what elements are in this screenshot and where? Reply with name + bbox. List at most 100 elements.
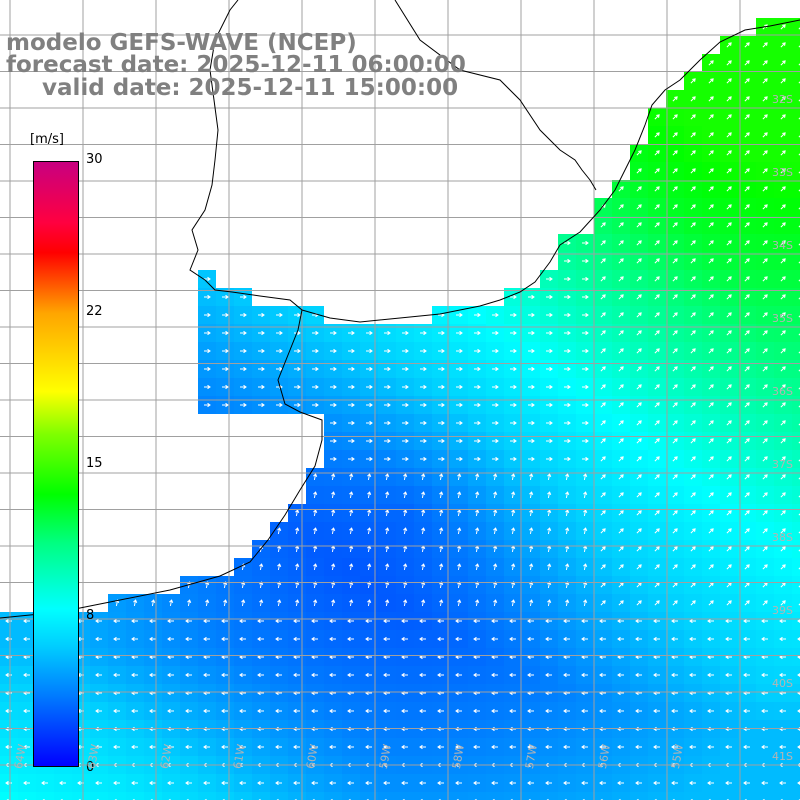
wind-arrow <box>204 276 211 282</box>
wind-arrow <box>313 473 318 481</box>
wind-arrow <box>671 636 678 642</box>
wind-arrow <box>618 420 624 426</box>
wind-arrow <box>618 438 624 444</box>
wind-speed-cell <box>792 342 800 360</box>
wind-arrow <box>438 402 445 408</box>
wind-arrow <box>509 636 516 642</box>
wind-arrow <box>744 402 750 408</box>
wind-arrow <box>95 744 102 750</box>
wind-arrow <box>403 599 408 607</box>
wind-arrow <box>493 527 498 535</box>
latitude-label: 33S <box>772 166 793 179</box>
wind-arrow <box>618 330 624 336</box>
wind-arrow <box>780 132 786 138</box>
wind-arrow <box>313 491 318 499</box>
title-forecast-date: forecast date: 2025-12-11 06:00:00 <box>6 52 466 78</box>
wind-arrow <box>240 312 247 318</box>
wind-arrow <box>618 546 624 552</box>
wind-arrow <box>708 186 714 192</box>
wind-arrow <box>726 546 732 552</box>
wind-arrow <box>707 708 714 714</box>
wind-arrow <box>456 402 463 408</box>
wind-arrow <box>312 348 319 354</box>
wind-arrow <box>744 78 750 84</box>
wind-arrow <box>636 528 642 534</box>
wind-arrow <box>385 491 390 499</box>
wind-arrow <box>744 276 750 282</box>
wind-arrow <box>330 330 337 336</box>
wind-arrow <box>583 509 588 517</box>
wind-arrow <box>347 618 354 624</box>
wind-arrow <box>726 330 732 336</box>
wind-arrow <box>474 366 481 372</box>
wind-speed-cell <box>792 252 800 270</box>
wind-arrow <box>726 60 732 66</box>
wind-arrow <box>95 780 102 786</box>
wind-arrow <box>690 96 696 102</box>
wind-arrow <box>654 600 660 606</box>
wind-arrow <box>329 780 336 786</box>
wind-arrow <box>780 456 786 462</box>
wind-arrow <box>617 744 624 750</box>
wind-arrow <box>546 330 553 336</box>
wind-arrow <box>581 672 588 678</box>
wind-arrow <box>618 456 624 462</box>
wind-arrow <box>672 474 678 480</box>
wind-arrow <box>690 348 696 354</box>
wind-arrow <box>457 563 462 571</box>
wind-arrow <box>366 330 373 336</box>
wind-arrow <box>149 672 156 678</box>
wind-arrow <box>420 384 427 390</box>
wind-arrow <box>437 708 444 714</box>
wind-arrow <box>421 509 426 517</box>
wind-arrow <box>348 420 355 426</box>
wind-speed-cell <box>180 792 198 800</box>
wind-arrow <box>618 384 624 390</box>
wind-arrow <box>473 672 480 678</box>
wind-arrow <box>780 492 786 498</box>
uruguay-border <box>394 0 597 191</box>
wind-arrow <box>762 330 768 336</box>
wind-arrow <box>239 744 246 750</box>
wind-arrow <box>438 438 445 444</box>
wind-arrow <box>475 473 480 481</box>
wind-arrow <box>654 474 660 480</box>
wind-arrow <box>203 672 210 678</box>
wind-arrow <box>348 366 355 372</box>
wind-arrow <box>762 276 768 282</box>
wind-arrow <box>222 366 229 372</box>
wind-arrow <box>329 744 336 750</box>
wind-arrow <box>779 780 786 786</box>
wind-arrow <box>582 312 589 318</box>
wind-arrow <box>708 600 714 606</box>
wind-arrow <box>330 402 337 408</box>
wind-arrow <box>438 456 445 462</box>
wind-arrow <box>528 348 535 354</box>
wind-arrow <box>726 492 732 498</box>
wind-arrow <box>726 438 732 444</box>
wind-arrow <box>383 708 390 714</box>
wind-arrow <box>419 708 426 714</box>
wind-arrow <box>563 744 570 750</box>
wind-arrow <box>708 456 714 462</box>
wind-arrow <box>167 672 174 678</box>
wind-arrow <box>726 456 732 462</box>
wind-arrow <box>600 384 606 390</box>
wind-arrow <box>95 708 102 714</box>
wind-arrow <box>241 599 246 607</box>
wind-arrow <box>546 384 553 390</box>
wind-arrow <box>707 672 714 678</box>
wind-arrow <box>258 348 265 354</box>
wind-arrow <box>419 744 426 750</box>
wind-arrow <box>636 168 642 174</box>
wind-arrow <box>348 402 355 408</box>
wind-arrow <box>257 636 264 642</box>
wind-arrow <box>654 528 660 534</box>
wind-arrow <box>95 618 102 624</box>
wind-arrow <box>509 672 516 678</box>
wind-arrow <box>744 492 750 498</box>
wind-arrow <box>492 330 499 336</box>
wind-arrow <box>618 258 624 264</box>
wind-arrow <box>366 438 373 444</box>
